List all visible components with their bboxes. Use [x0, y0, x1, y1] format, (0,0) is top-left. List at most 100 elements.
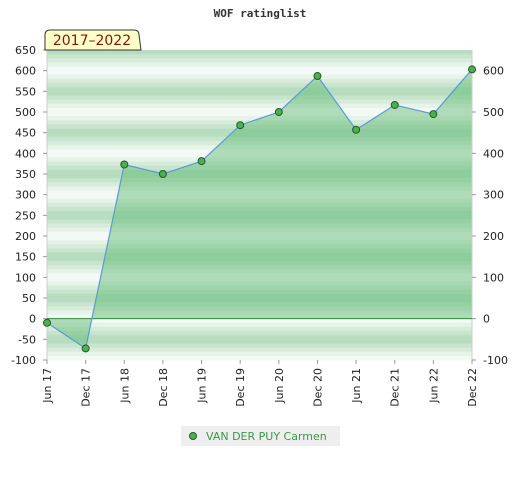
- y-axis-left: 650600550500450400350300250200150100500-…: [11, 44, 47, 367]
- background-band: [47, 207, 472, 212]
- background-band: [47, 248, 472, 253]
- data-point: [390, 100, 399, 109]
- background-band: [47, 153, 472, 158]
- background-band: [47, 244, 472, 249]
- background-band: [47, 252, 472, 258]
- background-band: [47, 269, 472, 274]
- background-band: [47, 128, 472, 134]
- x-tick-label: Dec 21: [389, 368, 402, 407]
- x-tick-label: Dec 22: [466, 368, 479, 407]
- y-left-tick-label: 0: [29, 313, 36, 326]
- x-tick-label: Dec 19: [234, 368, 247, 407]
- y-left-tick-label: 550: [15, 85, 36, 98]
- background-band: [47, 335, 472, 340]
- data-point: [313, 72, 322, 81]
- x-tick-label: Jun 22: [427, 368, 440, 404]
- background-band: [47, 211, 472, 216]
- background-band: [47, 132, 472, 138]
- background-band: [47, 165, 472, 171]
- y-right-tick-label: 600: [483, 65, 504, 78]
- background-band: [47, 260, 472, 266]
- legend[interactable]: VAN DER PUY Carmen: [181, 426, 340, 446]
- background-band: [47, 281, 472, 286]
- background-band: [47, 194, 472, 200]
- background-band: [47, 149, 472, 154]
- x-tick-label: Jun 18: [118, 368, 131, 404]
- data-point: [352, 125, 361, 134]
- series-area: [47, 69, 472, 349]
- background-band: [47, 264, 472, 270]
- y-right-tick-label: 500: [483, 106, 504, 119]
- background-band: [47, 157, 472, 162]
- year-range-badge: 2017–2022: [44, 29, 142, 51]
- background-band: [47, 298, 472, 303]
- background-band: [47, 182, 472, 187]
- background-band: [47, 310, 472, 315]
- x-tick-label: Dec 17: [80, 368, 93, 407]
- background-band: [47, 227, 472, 233]
- y-left-tick-label: 650: [15, 44, 36, 57]
- x-tick-label: Jun 17: [41, 368, 54, 404]
- legend-label: VAN DER PUY Carmen: [206, 430, 327, 443]
- y-left-tick-label: 450: [15, 127, 36, 140]
- background-band: [47, 136, 472, 142]
- background-band: [47, 339, 472, 344]
- background-band: [47, 322, 472, 328]
- series-line: [46, 69, 473, 350]
- background-band: [47, 58, 472, 63]
- data-point: [197, 157, 206, 166]
- y-left-tick-label: 500: [15, 106, 36, 119]
- background-band: [47, 236, 472, 241]
- data-point: [274, 108, 283, 116]
- background-band: [47, 178, 472, 183]
- y-right-tick-label: 0: [483, 313, 490, 326]
- background-band: [47, 78, 472, 84]
- y-left-tick-label: 350: [15, 168, 36, 181]
- y-right-tick-label: 100: [483, 271, 504, 284]
- y-right-tick-label: -100: [483, 354, 508, 367]
- x-tick-label: Jun 20: [273, 368, 286, 404]
- background-band: [47, 331, 472, 336]
- y-right-tick-label: 300: [483, 189, 504, 202]
- y-right-tick-label: 200: [483, 230, 504, 243]
- year-range-badge-text: 2017–2022: [53, 33, 131, 49]
- y-axis-right: 600 500 400 300 200 100 0 -100: [472, 65, 508, 367]
- y-left-tick-label: 250: [15, 209, 36, 222]
- background-band: [47, 99, 472, 105]
- background-band: [47, 277, 472, 282]
- background-band: [47, 186, 472, 191]
- y-left-tick-label: -50: [18, 333, 36, 346]
- y-left-tick-label: 100: [15, 271, 36, 284]
- x-tick-label: Jun 19: [196, 368, 209, 404]
- background-band: [47, 169, 472, 175]
- background-band: [47, 223, 472, 229]
- y-left-tick-label: 600: [15, 65, 36, 78]
- background-band: [47, 50, 472, 55]
- background-band: [47, 285, 472, 291]
- background-band: [47, 66, 472, 72]
- x-axis: Jun 17 Dec 17 Jun 18 Dec 18 Jun 19 Dec 19 Jun …: [41, 360, 479, 407]
- data-point: [81, 344, 90, 353]
- data-point: [468, 65, 476, 74]
- background-band: [47, 140, 472, 146]
- background-band: [47, 306, 472, 311]
- y-right-tick-label: 400: [483, 147, 504, 160]
- background-band: [47, 95, 472, 100]
- data-point: [158, 170, 167, 178]
- background-band: [47, 120, 472, 125]
- background-band: [47, 302, 472, 307]
- data-point: [120, 160, 129, 169]
- legend-box: [181, 426, 340, 446]
- background-band: [47, 112, 472, 117]
- markers-layer: [43, 65, 476, 353]
- background-band: [47, 355, 472, 361]
- y-left-tick-label: 300: [15, 189, 36, 202]
- background-band: [47, 240, 472, 245]
- background-band: [47, 293, 472, 299]
- background-band: [47, 256, 472, 262]
- background-band: [47, 202, 472, 208]
- data-point: [236, 121, 245, 130]
- background-band: [47, 161, 472, 167]
- data-point: [429, 110, 438, 119]
- background-band: [47, 83, 472, 88]
